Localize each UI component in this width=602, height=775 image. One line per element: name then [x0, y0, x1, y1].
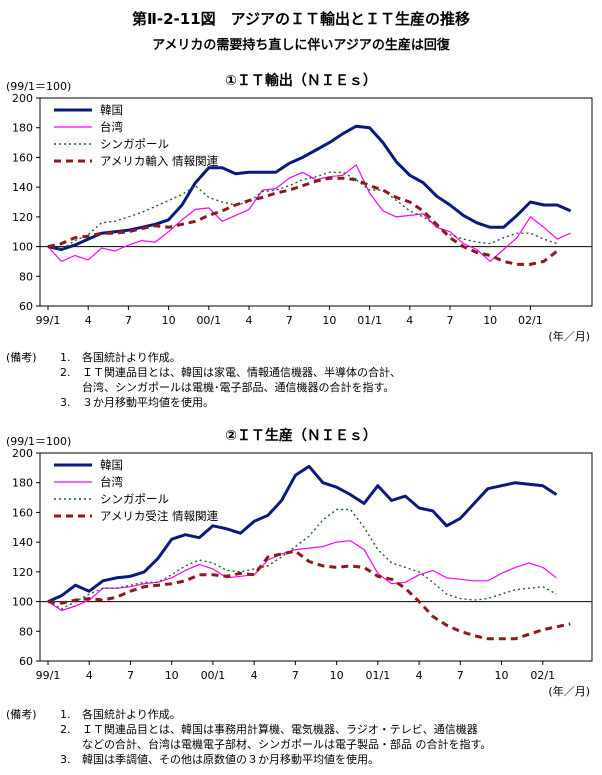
y-tick-label: 100: [12, 241, 33, 254]
y-tick-label: 160: [12, 151, 33, 164]
note-number: 1.: [60, 351, 71, 364]
notes-heading: (備考): [6, 351, 37, 364]
y-tick-label: 140: [12, 536, 33, 549]
note-text: 台湾、シンガポールは電機･電子部品、通信機器の合計を指す。: [82, 381, 395, 394]
legend-label-2: シンガポール: [100, 137, 169, 151]
y-tick-label: 180: [12, 122, 33, 135]
y-tick-label: 120: [12, 566, 33, 579]
x-tick-label: 4: [406, 314, 413, 327]
chart1-title: ①ＩＴ輸出（ＮＩＥｓ）: [225, 73, 377, 89]
y-tick-label: 120: [12, 211, 33, 224]
y-tick-label: 60: [19, 300, 33, 313]
x-tick-label: 10: [322, 314, 336, 327]
x-tick-label: 10: [495, 669, 509, 682]
legend-label-1: 台湾: [100, 120, 123, 134]
x-tick-label: 00/1: [201, 669, 226, 682]
x-tick-label: 10: [165, 669, 179, 682]
page-subtitle: アメリカの需要持ち直しに伴いアジアの生産は回復: [152, 38, 450, 53]
x-tick-label: 7: [457, 669, 464, 682]
chart2-title: ②ＩＴ生産（ＮＩＥｓ）: [225, 428, 377, 444]
note-number: 1.: [60, 708, 71, 721]
notes-heading: (備考): [6, 708, 37, 721]
y-tick-label: 60: [19, 655, 33, 668]
chart1-plot: 60 80 100 120 140 160 180 200 99/1 4 7 10 00/1 4 7 10 01…: [12, 92, 593, 343]
x-tick-label: 10: [330, 669, 344, 682]
x-axis-unit: (年／月): [548, 684, 590, 698]
y-tick-label: 80: [19, 625, 33, 638]
x-tick-label: 00/1: [196, 314, 221, 327]
legend-label-3: アメリカ受注 情報関連: [100, 509, 219, 523]
x-tick-label: 7: [292, 669, 299, 682]
y-tick-label: 200: [12, 447, 33, 460]
y-tick-label: 140: [12, 181, 33, 194]
x-axis-unit: (年／月): [548, 329, 590, 343]
note-number: 3.: [60, 753, 71, 766]
x-tick-label: 02/1: [518, 314, 543, 327]
note-text: 各国統計より作成。: [82, 351, 181, 364]
x-tick-label: 99/1: [36, 669, 61, 682]
plot-frame: [39, 97, 593, 307]
legend-label-0: 韓国: [100, 458, 123, 472]
series-line-3: [47, 176, 559, 266]
note-text: ＩＴ関連品目とは、韓国は家電、情報通信機器、半導体の合計、: [82, 366, 401, 379]
note-text: 韓国は季調値、その他は原数値の３か月移動平均値を使用。: [82, 753, 379, 766]
note-number: 3.: [60, 396, 71, 409]
x-tick-label: 99/1: [36, 314, 61, 327]
x-tick-label: 01/1: [357, 314, 382, 327]
y-tick-label: 100: [12, 596, 33, 609]
series-line-3: [47, 549, 571, 641]
series-line-0: [47, 464, 558, 603]
note-text: 各国統計より作成。: [82, 708, 181, 721]
note-text: ＩＴ関連品目とは、韓国は事務用計算機、電気機器、ラジオ・テレビ、通信機器: [82, 723, 478, 736]
note-number: 2.: [60, 723, 71, 736]
x-tick-label: 4: [85, 314, 92, 327]
x-tick-label: 4: [246, 314, 253, 327]
x-tick-label: 7: [127, 669, 134, 682]
x-tick-label: 01/1: [365, 669, 390, 682]
plot-frame: [39, 452, 593, 662]
chart2-notes: (備考) 1. 各国統計より作成。 2. ＩＴ関連品目とは、韓国は事務用計算機、…: [6, 707, 491, 767]
y-tick-label: 160: [12, 506, 33, 519]
x-tick-label: 7: [447, 314, 454, 327]
chart1-notes: (備考) 1. 各国統計より作成。 2. ＩＴ関連品目とは、韓国は家電、情報通信…: [6, 350, 401, 410]
legend-label-1: 台湾: [100, 475, 123, 489]
legend-label-0: 韓国: [100, 103, 123, 117]
legend-label-2: シンガポール: [100, 492, 169, 506]
x-tick-label: 7: [125, 314, 132, 327]
note-text: ３か月移動平均値を使用。: [82, 396, 214, 409]
x-tick-label: 10: [162, 314, 176, 327]
x-tick-label: 02/1: [530, 669, 555, 682]
x-tick-label: 4: [86, 669, 93, 682]
y-tick-label: 180: [12, 477, 33, 490]
chart2-y-unit: (99/1＝100): [6, 435, 72, 448]
y-tick-label: 200: [12, 92, 33, 105]
x-tick-label: 7: [286, 314, 293, 327]
y-tick-label: 80: [19, 270, 33, 283]
x-tick-label: 4: [251, 669, 258, 682]
x-tick-label: 10: [483, 314, 497, 327]
chart2-plot: 60 80 100 120 140 160 180 200 99/1 4 7 10 00/1 4 7 10 01…: [12, 447, 593, 698]
x-tick-label: 4: [416, 669, 423, 682]
note-text: などの合計、台湾は電機電子部材、シンガポールは電子製品・部品 の合計を指す。: [82, 738, 492, 751]
note-number: 2.: [60, 366, 71, 379]
legend-label-3: アメリカ輸入 情報関連: [100, 154, 219, 168]
chart1-y-unit: (99/1＝100): [6, 80, 72, 93]
page-title: 第Ⅱ-2-11図 アジアのＩＴ輸出とＩＴ生産の推移: [131, 10, 471, 28]
series-line-1: [47, 540, 557, 612]
series-line-2: [47, 171, 558, 251]
